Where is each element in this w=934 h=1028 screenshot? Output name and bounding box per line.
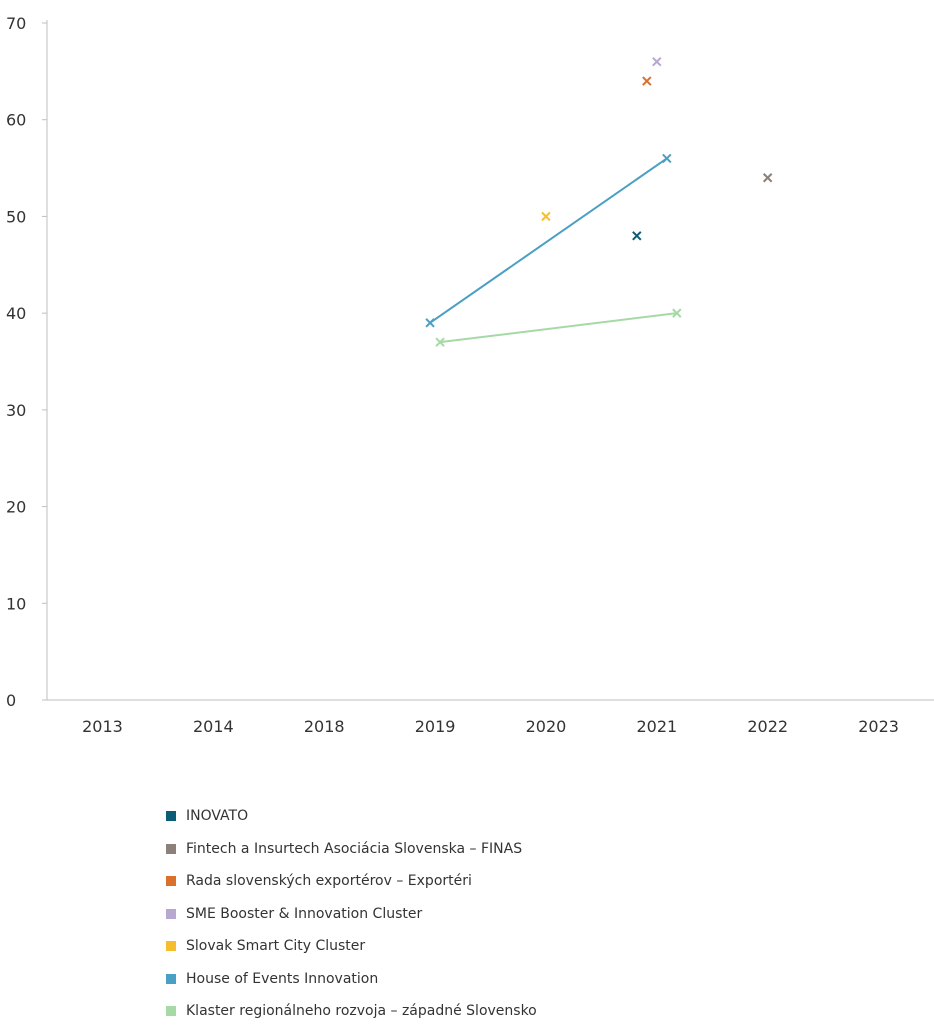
data-point-klaster-regionalneho-rozvoja-zapadne-slovensko xyxy=(672,308,682,318)
legend-swatch xyxy=(166,843,176,854)
legend-item: Klaster regionálneho rozvoja – západné S… xyxy=(166,995,537,1028)
legend-item: Slovak Smart City Cluster xyxy=(166,930,537,963)
chart-legend: INOVATO Fintech a Insurtech Asociácia Slo… xyxy=(166,800,537,1028)
legend-swatch xyxy=(166,811,176,822)
legend-label: Rada slovenských exportérov – Exportéri xyxy=(186,873,472,890)
legend-label: House of Events Innovation xyxy=(186,970,379,987)
legend-swatch xyxy=(166,1006,176,1017)
data-point-klaster-regionalneho-rozvoja-zapadne-slovensko xyxy=(435,337,445,347)
legend-label: SME Booster & Innovation Cluster xyxy=(186,905,423,922)
x-tick-label: 2022 xyxy=(747,717,788,736)
legend-item: Fintech a Insurtech Asociácia Slovenska … xyxy=(166,833,537,866)
legend-item: INOVATO xyxy=(166,800,537,833)
x-tick-label: 2018 xyxy=(304,717,345,736)
y-tick-label: 10 xyxy=(6,594,26,613)
y-tick-label: 20 xyxy=(6,498,26,517)
data-point-house-of-events-innovation xyxy=(662,153,672,164)
data-point-rada-slovenskych-exporterov-exporteri xyxy=(642,76,652,86)
y-tick-label: 50 xyxy=(6,207,26,226)
legend-item: House of Events Innovation xyxy=(166,963,537,996)
legend-label: Slovak Smart City Cluster xyxy=(186,938,366,955)
data-point-inovato xyxy=(632,231,642,241)
series-line-klaster-regionalneho-rozvoja-zapadne-slovensko xyxy=(439,312,677,344)
legend-swatch xyxy=(166,908,176,919)
data-point-fintech-a-insurtech-asociacia-slovenska-finas xyxy=(762,173,773,183)
x-tick-label: 2013 xyxy=(82,717,123,736)
x-tick-label: 2020 xyxy=(526,717,567,736)
legend-swatch xyxy=(166,876,176,887)
legend-label: Fintech a Insurtech Asociácia Slovenska … xyxy=(186,840,523,857)
legend-swatch xyxy=(166,973,176,984)
x-tick-label: 2023 xyxy=(858,717,899,736)
y-tick-label: 30 xyxy=(6,401,26,420)
y-tick-label: 0 xyxy=(6,691,16,710)
legend-item: SME Booster & Innovation Cluster xyxy=(166,898,537,931)
data-point-slovak-smart-city-cluster xyxy=(541,211,551,222)
legend-label: Klaster regionálneho rozvoja – západné S… xyxy=(186,1003,537,1020)
y-tick-label: 40 xyxy=(6,304,26,323)
series-line-house-of-events-innovation xyxy=(429,157,668,324)
data-point-house-of-events-innovation xyxy=(425,318,435,328)
chart-plot: 0 10 20 30 40 50 60 70 2013 2014 2018 2019 2020 2021 2… xyxy=(6,14,934,736)
legend-item: Rada slovenských exportérov – Exportéri xyxy=(166,865,537,898)
data-point-sme-booster-innovation-cluster xyxy=(652,56,662,67)
y-tick-label: 60 xyxy=(6,111,26,130)
legend-label: INOVATO xyxy=(186,808,249,825)
x-tick-label: 2021 xyxy=(636,717,677,736)
x-tick-label: 2014 xyxy=(193,717,234,736)
legend-swatch xyxy=(166,941,176,952)
x-tick-label: 2019 xyxy=(415,717,456,736)
y-tick-label: 70 xyxy=(6,14,26,33)
